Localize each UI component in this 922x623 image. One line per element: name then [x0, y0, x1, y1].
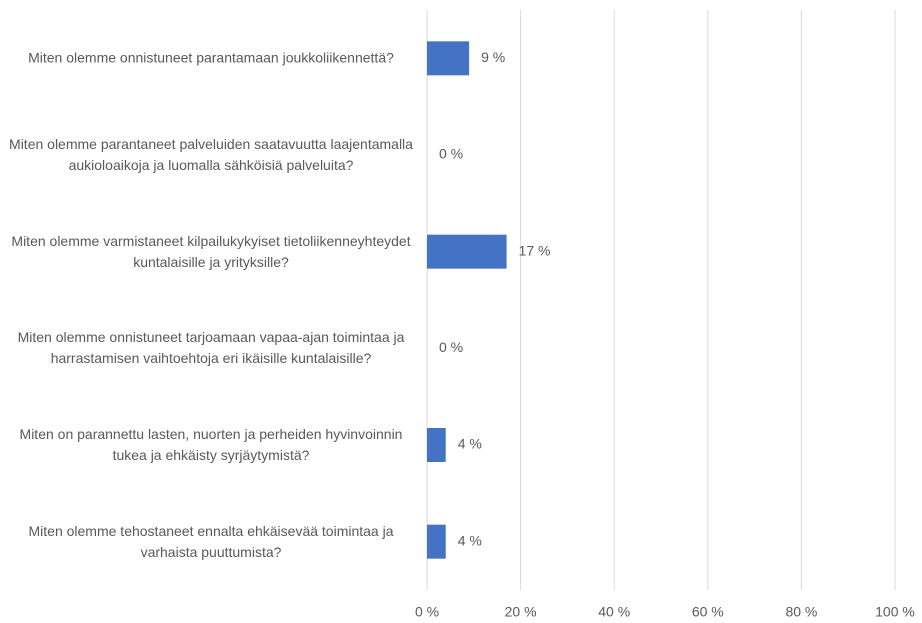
bar — [427, 428, 446, 462]
x-tick-label: 80 % — [785, 604, 817, 620]
y-tick-label: Miten olemme onnistuneet tarjoamaan vapa… — [17, 329, 405, 367]
value-label: 4 % — [458, 532, 482, 548]
y-tick-label: Miten olemme parantaneet palveluiden saa… — [9, 136, 413, 173]
value-label: 4 % — [458, 436, 482, 452]
x-tick-label: 0 % — [415, 604, 439, 620]
value-label: 17 % — [519, 242, 551, 258]
y-tick-label: Miten olemme varmistaneet kilpailukykyis… — [11, 232, 411, 270]
bar — [427, 234, 507, 269]
value-label: 9 % — [481, 49, 505, 65]
y-tick-label: Miten on parannettu lasten, nuorten ja p… — [19, 426, 403, 463]
x-tick-label: 20 % — [505, 604, 537, 620]
value-label: 0 % — [439, 339, 463, 355]
x-tick-label: 40 % — [598, 604, 630, 620]
bar — [427, 41, 470, 76]
x-tick-label: 60 % — [692, 604, 724, 620]
x-tick-label: 100 % — [875, 604, 915, 620]
bar — [427, 524, 446, 559]
y-tick-label: Miten olemme tehostaneet ennalta ehkäise… — [28, 522, 394, 560]
y-tick-label: Miten olemme onnistuneet parantamaan jou… — [28, 49, 394, 66]
value-label: 0 % — [439, 146, 463, 162]
